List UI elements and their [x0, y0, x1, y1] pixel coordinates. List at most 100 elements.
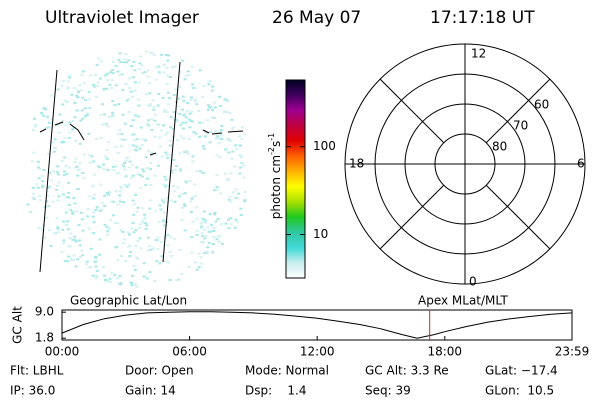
speckle	[139, 247, 143, 250]
mlt-spoke	[379, 184, 445, 250]
speckle	[57, 195, 61, 198]
speckle	[120, 255, 123, 257]
status-field: Door: Open	[125, 364, 194, 378]
speckle	[157, 65, 161, 68]
speckle	[179, 123, 183, 126]
speckle	[108, 83, 112, 86]
speckle	[230, 118, 234, 121]
speckle	[132, 203, 136, 206]
speckle	[238, 172, 242, 175]
speckle	[98, 77, 102, 80]
speckle	[133, 89, 137, 92]
speckle	[112, 200, 116, 203]
speckle	[132, 213, 136, 216]
speckle	[199, 225, 203, 228]
speckle	[237, 192, 241, 195]
speckle	[67, 192, 71, 195]
speckle	[157, 71, 161, 74]
speckle	[112, 165, 116, 168]
speckle	[229, 200, 233, 203]
speckle	[63, 170, 67, 173]
speckle	[178, 152, 182, 155]
speckle	[47, 186, 51, 189]
speckle	[104, 278, 108, 281]
speckle	[95, 269, 99, 272]
speckle	[164, 110, 168, 113]
speckle	[149, 248, 153, 251]
speckle	[38, 195, 42, 198]
speckle	[114, 64, 118, 67]
speckle	[62, 239, 66, 242]
speckle	[48, 228, 52, 231]
speckle	[190, 197, 194, 200]
speckle	[140, 72, 144, 75]
polar-grid: 80 70 60 12 0 18 6	[344, 43, 586, 289]
speckle	[80, 249, 84, 252]
speckle	[124, 53, 128, 56]
speckle	[148, 105, 152, 107]
speckle	[105, 87, 108, 90]
speckle	[62, 140, 66, 143]
speckle	[209, 130, 213, 133]
speckle	[51, 200, 55, 203]
speckle	[161, 219, 165, 222]
speckle	[229, 172, 233, 175]
speckle	[109, 281, 113, 284]
speckle	[60, 141, 64, 144]
speckle	[152, 106, 156, 109]
speckle	[208, 80, 212, 83]
speckle	[184, 74, 188, 77]
speckle	[233, 226, 237, 229]
speckle	[192, 131, 196, 133]
speckle	[223, 98, 227, 101]
speckle	[226, 179, 230, 182]
speckle	[208, 141, 212, 144]
speckle	[166, 103, 170, 106]
speckle	[149, 151, 153, 154]
speckle	[71, 211, 75, 214]
speckle	[234, 144, 238, 147]
speckle	[56, 227, 60, 230]
speckle	[164, 178, 168, 181]
speckle	[116, 151, 120, 154]
speckle	[62, 174, 66, 177]
speckle	[149, 168, 152, 171]
speckle	[199, 170, 203, 173]
speckle	[70, 93, 74, 96]
speckle	[95, 138, 98, 140]
speckle	[134, 148, 138, 151]
speckle	[56, 88, 60, 91]
speckle	[119, 61, 123, 64]
speckle	[73, 238, 77, 241]
speckle	[181, 95, 185, 98]
speckle	[199, 262, 203, 265]
speckle	[182, 137, 186, 140]
speckle	[131, 76, 135, 79]
speckle	[118, 275, 122, 278]
speckle	[188, 126, 192, 129]
speckle	[183, 113, 186, 116]
speckle	[195, 229, 199, 232]
speckle	[95, 206, 99, 209]
speckle	[74, 210, 78, 213]
speckle	[203, 210, 206, 213]
colorbar: 10 100	[285, 79, 336, 279]
speckle	[57, 231, 61, 234]
speckle	[63, 137, 67, 140]
speckle	[210, 109, 214, 112]
speckle	[116, 203, 120, 206]
speckle	[206, 226, 210, 229]
speckle	[121, 113, 125, 116]
speckle	[78, 84, 82, 87]
speckle	[117, 103, 121, 106]
speckle	[67, 203, 71, 206]
speckle	[138, 223, 142, 226]
speckle	[153, 174, 157, 177]
speckle	[195, 217, 199, 220]
y-tick-label: 9.0	[35, 305, 54, 319]
speckle	[235, 147, 239, 150]
speckle	[38, 199, 42, 202]
speckle	[204, 235, 208, 238]
speckle	[127, 166, 131, 169]
speckle	[156, 236, 160, 239]
